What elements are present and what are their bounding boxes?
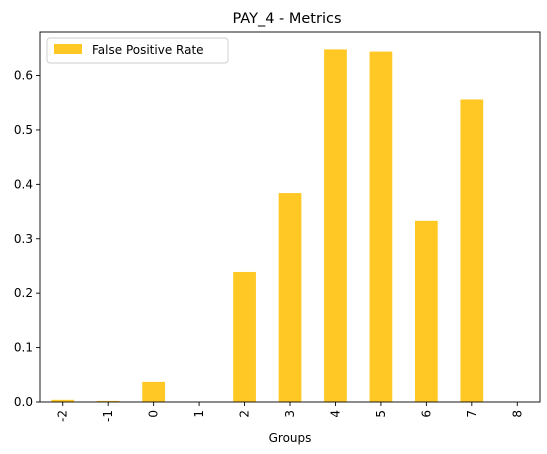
legend-label: False Positive Rate bbox=[92, 43, 204, 57]
x-tick-label: 8 bbox=[510, 410, 524, 418]
y-tick-label: 0.0 bbox=[14, 395, 33, 409]
x-tick-label: 3 bbox=[283, 410, 297, 418]
x-tick-label: 5 bbox=[374, 410, 388, 418]
x-tick-label: 4 bbox=[328, 410, 342, 418]
bar-3 bbox=[278, 193, 302, 402]
x-tick-label: -1 bbox=[101, 410, 115, 422]
bar-6 bbox=[415, 220, 438, 402]
y-tick-label: 0.2 bbox=[14, 286, 33, 300]
x-axis-label: Groups bbox=[269, 431, 312, 445]
legend: False Positive Rate bbox=[46, 37, 229, 64]
bar--2 bbox=[51, 399, 75, 402]
y-axis: 0.0 0.1 0.2 0.3 0.4 0.5 0.6 bbox=[14, 69, 40, 409]
chart-title: PAY_4 - Metrics bbox=[232, 11, 341, 27]
bars-group bbox=[51, 49, 484, 403]
x-axis: -2 -1 0 1 2 3 4 5 6 7 8 bbox=[56, 402, 524, 422]
bar-0 bbox=[142, 381, 165, 402]
x-tick-label: 1 bbox=[192, 410, 206, 418]
y-tick-label: 0.3 bbox=[14, 232, 33, 246]
y-tick-label: 0.4 bbox=[14, 177, 33, 191]
x-tick-label: -2 bbox=[56, 410, 70, 422]
x-tick-label: 6 bbox=[419, 410, 433, 418]
y-tick-label: 0.5 bbox=[14, 123, 33, 137]
bar--1 bbox=[96, 400, 120, 402]
bar-4 bbox=[324, 49, 347, 402]
bar-7 bbox=[460, 99, 484, 402]
y-tick-label: 0.1 bbox=[14, 341, 33, 355]
legend-swatch bbox=[54, 44, 82, 54]
y-tick-label: 0.6 bbox=[14, 69, 33, 83]
x-tick-label: 7 bbox=[465, 410, 479, 418]
x-tick-label: 2 bbox=[238, 410, 252, 418]
bar-2 bbox=[233, 271, 256, 402]
x-tick-label: 0 bbox=[147, 410, 161, 418]
plot-frame bbox=[39, 31, 541, 403]
legend-frame bbox=[46, 37, 229, 64]
bar-5 bbox=[369, 51, 393, 403]
